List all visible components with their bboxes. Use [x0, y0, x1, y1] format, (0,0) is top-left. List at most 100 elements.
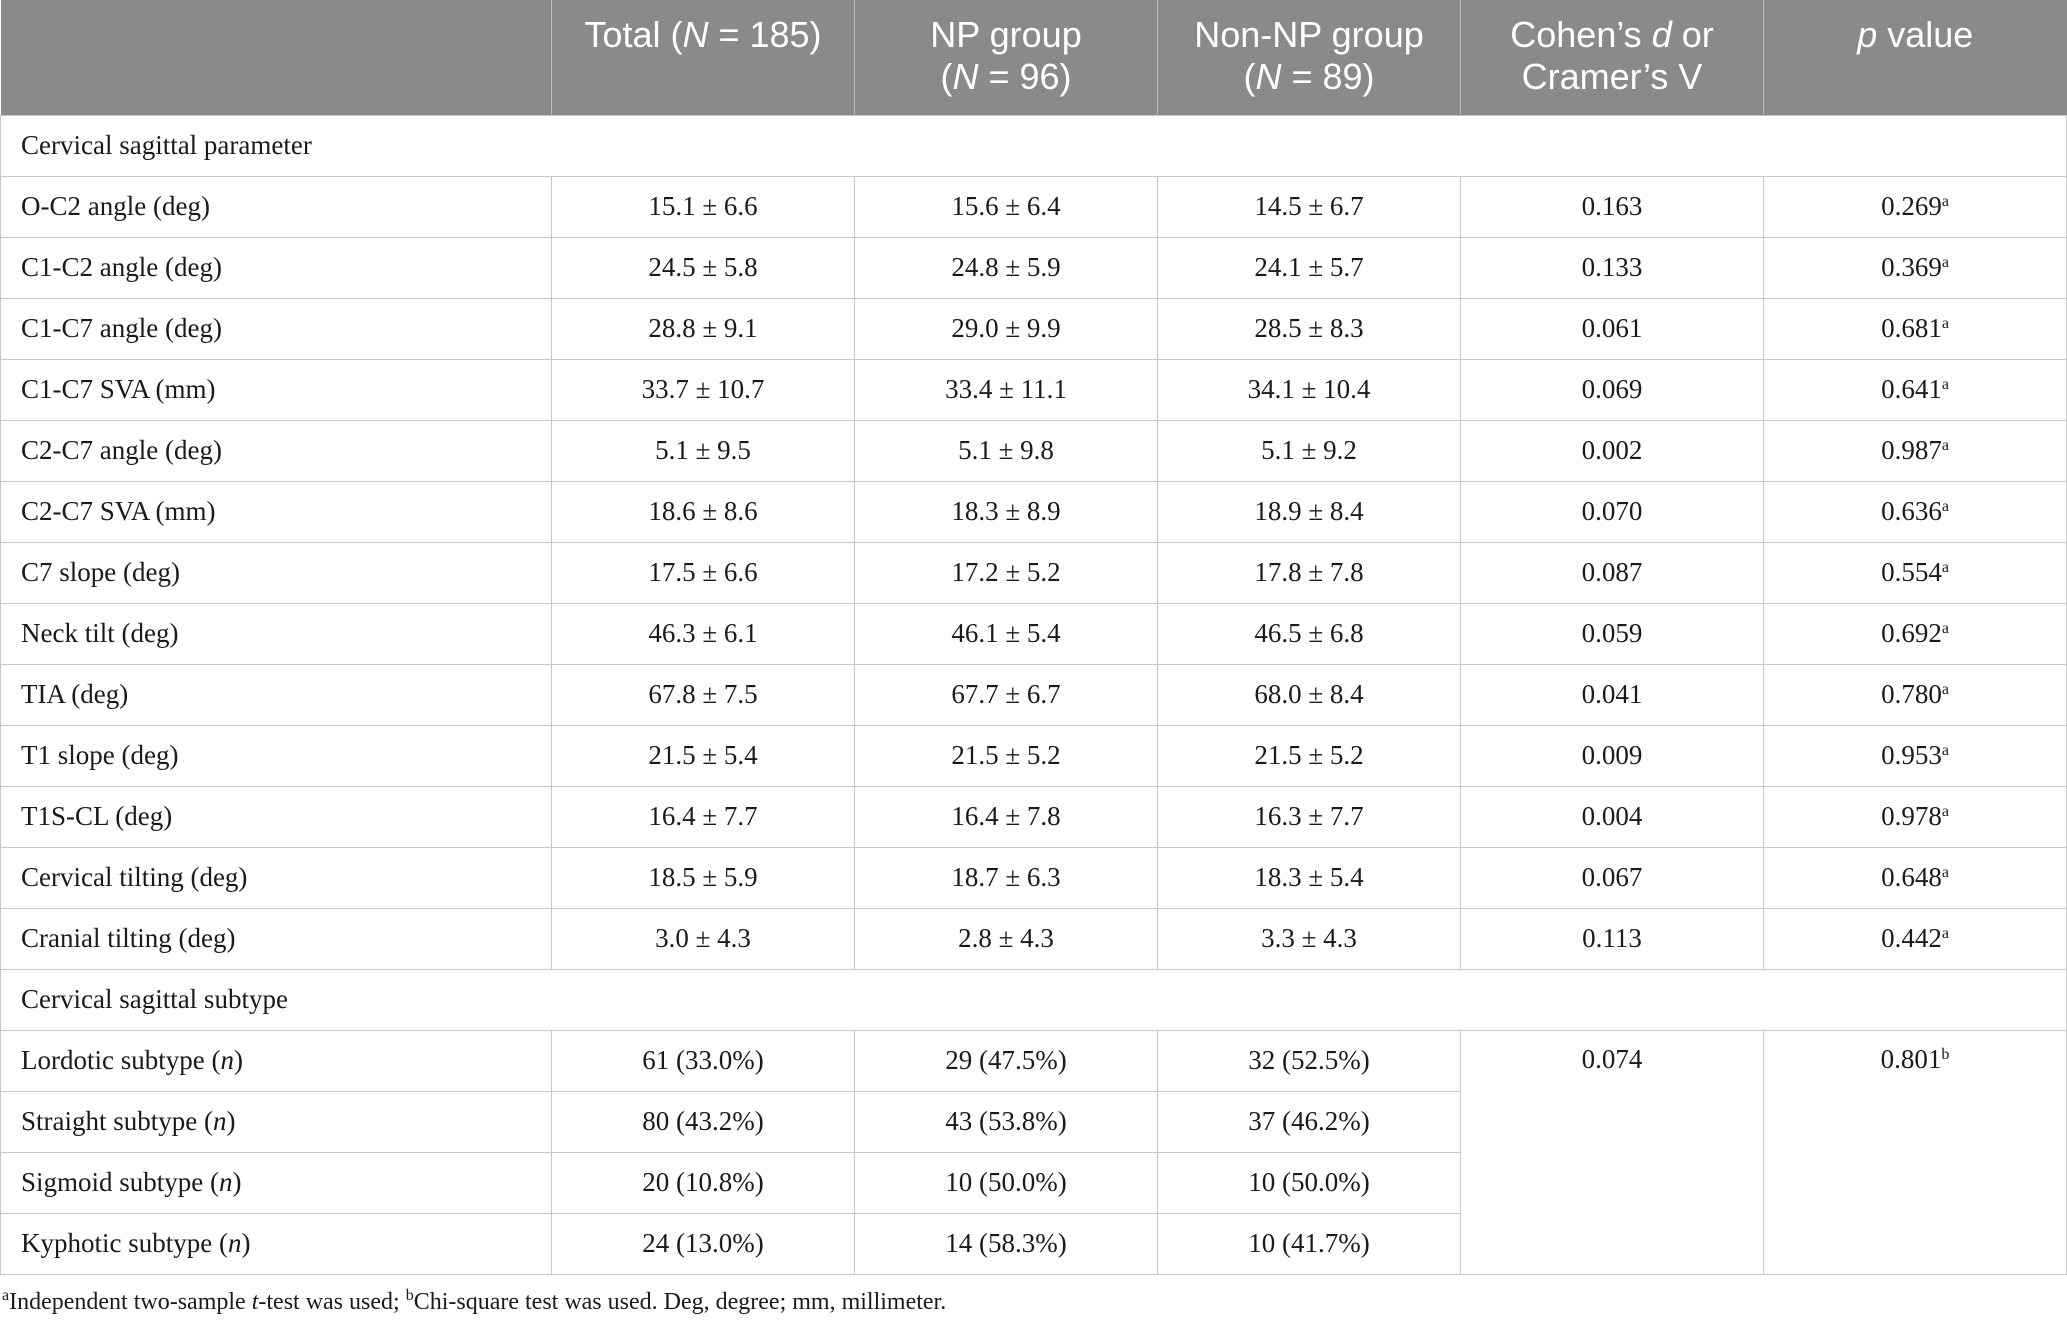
total-value: 61 (33.0%): [551, 1029, 855, 1092]
p-value: 0.369a: [1763, 236, 2067, 299]
effect-size-value: 0.113: [1460, 907, 1764, 970]
non-np-value: 16.3 ± 7.7: [1157, 785, 1461, 848]
total-value: 46.3 ± 6.1: [551, 602, 855, 665]
non-np-value: 14.5 ± 6.7: [1157, 175, 1461, 238]
table-header: Total (N = 185) NP group (N = 96) Non-NP …: [0, 0, 2067, 115]
section-label: Cervical sagittal subtype: [0, 968, 2067, 1031]
row-label: Kyphotic subtype (n): [0, 1212, 552, 1275]
p-value: 0.681a: [1763, 297, 2067, 360]
row-label: Cranial tilting (deg): [0, 907, 552, 970]
np-value: 18.7 ± 6.3: [854, 846, 1158, 909]
total-value: 20 (10.8%): [551, 1151, 855, 1214]
header-non-np-group: Non-NP group (N = 89): [1157, 0, 1461, 115]
header-total: Total (N = 185): [551, 0, 855, 115]
non-np-value: 32 (52.5%): [1157, 1029, 1461, 1092]
p-value: 0.953a: [1763, 724, 2067, 787]
effect-size-value: 0.087: [1460, 541, 1764, 604]
np-value: 17.2 ± 5.2: [854, 541, 1158, 604]
total-value: 24.5 ± 5.8: [551, 236, 855, 299]
effect-size-value: 0.002: [1460, 419, 1764, 482]
np-value: 33.4 ± 11.1: [854, 358, 1158, 421]
np-value: 15.6 ± 6.4: [854, 175, 1158, 238]
effect-size-value: 0.133: [1460, 236, 1764, 299]
p-value: 0.648a: [1763, 846, 2067, 909]
row-label: C1-C7 SVA (mm): [0, 358, 552, 421]
header-blank: [0, 0, 552, 115]
row-label: C2-C7 SVA (mm): [0, 480, 552, 543]
table-row: T1 slope (deg) 21.5 ± 5.4 21.5 ± 5.2 21.5 ±…: [0, 724, 2067, 787]
np-value: 29 (47.5%): [854, 1029, 1158, 1092]
p-value: 0.442a: [1763, 907, 2067, 970]
np-value: 2.8 ± 4.3: [854, 907, 1158, 970]
table-row: Sigmoid subtype (n) 20 (10.8%) 10 (50.0%) 1…: [0, 1151, 2067, 1214]
data-table: Total (N = 185) NP group (N = 96) Non-NP …: [0, 0, 2067, 1275]
p-value: 0.780a: [1763, 663, 2067, 726]
np-value: 16.4 ± 7.8: [854, 785, 1158, 848]
row-label: C1-C7 angle (deg): [0, 297, 552, 360]
table-row: C2-C7 angle (deg) 5.1 ± 9.5 5.1 ± 9.8 5.1 ±…: [0, 419, 2067, 482]
total-value: 24 (13.0%): [551, 1212, 855, 1275]
table-row: T1S-CL (deg) 16.4 ± 7.7 16.4 ± 7.8 16.3 ± 7…: [0, 785, 2067, 848]
non-np-value: 28.5 ± 8.3: [1157, 297, 1461, 360]
effect-size-value: 0.061: [1460, 297, 1764, 360]
table-row: Straight subtype (n) 80 (43.2%) 43 (53.8%)…: [0, 1090, 2067, 1153]
row-label: C2-C7 angle (deg): [0, 419, 552, 482]
non-np-value: 46.5 ± 6.8: [1157, 602, 1461, 665]
np-value: 18.3 ± 8.9: [854, 480, 1158, 543]
row-label: C1-C2 angle (deg): [0, 236, 552, 299]
non-np-value: 18.3 ± 5.4: [1157, 846, 1461, 909]
effect-size-value: 0.067: [1460, 846, 1764, 909]
table-footnote: aIndependent two-sample t-test was used;…: [2, 1286, 947, 1315]
table-row: C2-C7 SVA (mm) 18.6 ± 8.6 18.3 ± 8.9 18.9 ±…: [0, 480, 2067, 543]
table-row: O-C2 angle (deg) 15.1 ± 6.6 15.6 ± 6.4 14.5…: [0, 175, 2067, 238]
section-row: Cervical sagittal subtype: [0, 968, 2067, 1031]
row-label: Cervical tilting (deg): [0, 846, 552, 909]
table-row: C1-C7 SVA (mm) 33.7 ± 10.7 33.4 ± 11.1 34.1…: [0, 358, 2067, 421]
table-row: C1-C2 angle (deg) 24.5 ± 5.8 24.8 ± 5.9 24.…: [0, 236, 2067, 299]
p-value: 0.801b: [1763, 1029, 2067, 1275]
np-value: 10 (50.0%): [854, 1151, 1158, 1214]
p-value: 0.641a: [1763, 358, 2067, 421]
np-value: 43 (53.8%): [854, 1090, 1158, 1153]
table-row: C1-C7 angle (deg) 28.8 ± 9.1 29.0 ± 9.9 28.…: [0, 297, 2067, 360]
non-np-value: 18.9 ± 8.4: [1157, 480, 1461, 543]
table-row: Cervical tilting (deg) 18.5 ± 5.9 18.7 ± 6…: [0, 846, 2067, 909]
total-value: 80 (43.2%): [551, 1090, 855, 1153]
row-label: TIA (deg): [0, 663, 552, 726]
non-np-value: 17.8 ± 7.8: [1157, 541, 1461, 604]
non-np-value: 34.1 ± 10.4: [1157, 358, 1461, 421]
np-value: 46.1 ± 5.4: [854, 602, 1158, 665]
non-np-value: 5.1 ± 9.2: [1157, 419, 1461, 482]
effect-size-value: 0.004: [1460, 785, 1764, 848]
header-p-value: p value: [1763, 0, 2067, 115]
effect-size-value: 0.070: [1460, 480, 1764, 543]
table-row: Lordotic subtype (n) 61 (33.0%) 29 (47.5%)…: [0, 1029, 2067, 1275]
table-row: Neck tilt (deg) 46.3 ± 6.1 46.1 ± 5.4 46.5 …: [0, 602, 2067, 665]
total-value: 21.5 ± 5.4: [551, 724, 855, 787]
total-value: 18.5 ± 5.9: [551, 846, 855, 909]
row-label: Lordotic subtype (n): [0, 1029, 552, 1092]
header-np-group: NP group (N = 96): [854, 0, 1158, 115]
total-value: 28.8 ± 9.1: [551, 297, 855, 360]
row-label: O-C2 angle (deg): [0, 175, 552, 238]
row-label: Straight subtype (n): [0, 1090, 552, 1153]
p-value: 0.554a: [1763, 541, 2067, 604]
p-value: 0.987a: [1763, 419, 2067, 482]
effect-size-value: 0.041: [1460, 663, 1764, 726]
table-body: Cervical sagittal parameter O-C2 angle (…: [0, 114, 2067, 1275]
p-value: 0.269a: [1763, 175, 2067, 238]
np-value: 21.5 ± 5.2: [854, 724, 1158, 787]
np-value: 29.0 ± 9.9: [854, 297, 1158, 360]
table-row: C7 slope (deg) 17.5 ± 6.6 17.2 ± 5.2 17.8 ±…: [0, 541, 2067, 604]
np-value: 67.7 ± 6.7: [854, 663, 1158, 726]
non-np-value: 10 (50.0%): [1157, 1151, 1461, 1214]
table-row: TIA (deg) 67.8 ± 7.5 67.7 ± 6.7 68.0 ± 8.4 0…: [0, 663, 2067, 726]
np-value: 14 (58.3%): [854, 1212, 1158, 1275]
effect-size-value: 0.009: [1460, 724, 1764, 787]
non-np-value: 21.5 ± 5.2: [1157, 724, 1461, 787]
effect-size-value: 0.163: [1460, 175, 1764, 238]
np-value: 24.8 ± 5.9: [854, 236, 1158, 299]
total-value: 5.1 ± 9.5: [551, 419, 855, 482]
p-value: 0.636a: [1763, 480, 2067, 543]
